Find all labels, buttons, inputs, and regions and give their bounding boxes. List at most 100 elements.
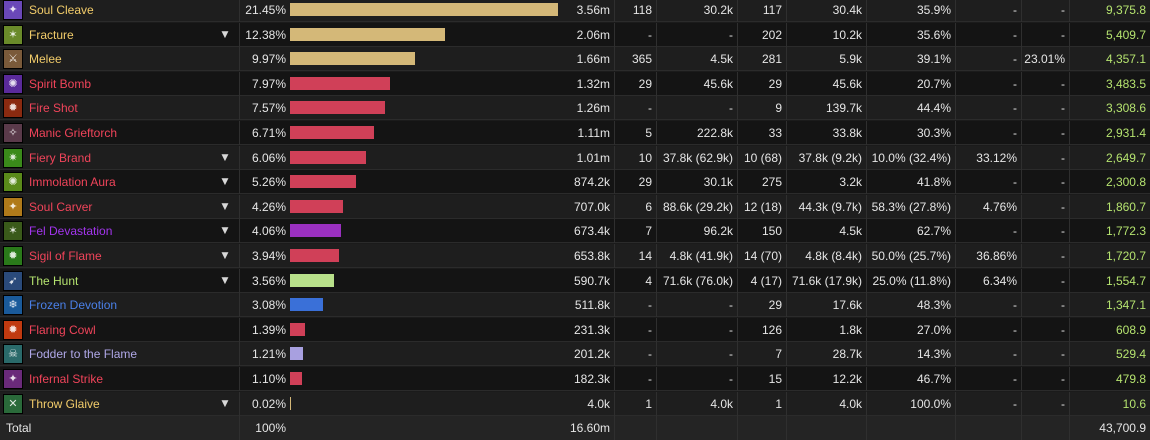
dps-cell: 1,772.3 [1105,224,1146,238]
ability-row[interactable]: ✕ Throw Glaive ▼ 0.02% 4.0k 1 4.0k 1 4.0k 100.0% -… [0,392,1150,416]
casts-cell: 14 [615,244,657,268]
ability-row[interactable]: ✦ Infernal Strike 1.10% 182.3k - -15 12.2k 46.7… [0,367,1150,391]
ability-name-cell[interactable]: ✺ Immolation Aura ▼ [0,170,240,194]
avg-cast-cell: 222.8k [657,121,738,145]
hits-cell: 117 [738,0,787,22]
ability-name[interactable]: Infernal Strike [29,372,104,386]
expand-chevron-icon[interactable]: ▼ [221,202,229,212]
ability-row[interactable]: ✹ Fire Shot 7.57% 1.26m - -9 139.7k 44.4% - -3,30… [0,96,1150,120]
expand-chevron-icon[interactable]: ▼ [221,226,229,236]
ability-row[interactable]: ⚔ Melee 9.97% 1.66m 365 4.5k 281 5.9k 39.1% -23.0… [0,47,1150,71]
ability-name[interactable]: Frozen Devotion [29,298,118,312]
ability-row[interactable]: ✦ Soul Carver ▼ 4.26% 707.0k 6 88.6k (29.2k) 12… [0,195,1150,219]
avg-cast-cell: - [657,342,738,366]
damage-bar [290,397,291,410]
ability-name[interactable]: Melee [29,52,62,66]
expand-chevron-icon[interactable]: ▼ [221,276,229,286]
damage-bar [290,175,356,188]
ability-name[interactable]: Soul Carver [29,200,93,214]
ability-name-cell[interactable]: ✹ Flaring Cowl [0,318,240,342]
ability-name[interactable]: Fiery Brand [29,151,92,165]
casts-cell: - [615,96,657,120]
ability-name[interactable]: Fire Shot [29,101,78,115]
expand-chevron-icon[interactable]: ▼ [221,153,229,163]
hits-cell: 202 [738,23,787,47]
damage-bar-cell: 1.01m [290,146,615,170]
casts-cell: 118 [615,0,657,22]
ability-name-cell[interactable]: ✦ Soul Carver ▼ [0,195,240,219]
casts-cell: 4 [615,269,657,293]
ability-name[interactable]: Throw Glaive [29,397,100,411]
ability-name-cell[interactable]: ✹ Sigil of Flame ▼ [0,244,240,268]
ability-name-cell[interactable]: ☠ Fodder to the Flame [0,342,240,366]
ability-row[interactable]: ✶ Fracture ▼ 12.38% 2.06m - -202 10.2k 35.6% - -5,… [0,23,1150,47]
damage-bar [290,101,385,114]
ability-name-cell[interactable]: ➹ The Hunt ▼ [0,269,240,293]
ability-name-cell[interactable]: ✦ Infernal Strike [0,367,240,391]
icon-glyph: ✺ [8,175,18,188]
ability-name-cell[interactable]: ✷ Fiery Brand ▼ [0,146,240,170]
icon-glyph: ✹ [8,249,18,262]
damage-bar [290,126,374,139]
total-amount: 16.60m [569,421,610,435]
ability-name-cell[interactable]: ✶ Fracture ▼ [0,23,240,47]
damage-amount: 1.01m [576,151,610,165]
ability-row[interactable]: ✹ Sigil of Flame ▼ 3.94% 653.8k 14 4.8k (41.9k… [0,244,1150,268]
ability-name[interactable]: Fel Devastation [29,224,113,238]
ability-row[interactable]: ✶ Fel Devastation ▼ 4.06% 673.4k 7 96.2k 150 4.5… [0,219,1150,243]
uptime-cell: - [956,72,1022,96]
ability-name-cell[interactable]: ⚔ Melee [0,47,240,71]
damage-amount: 201.2k [573,347,610,361]
casts-cell: 1 [615,392,657,416]
casts-cell: 365 [615,47,657,71]
expand-chevron-icon[interactable]: ▼ [221,30,229,40]
ability-row[interactable]: ✦ Soul Cleave 21.45% 3.56m 118 30.2k 117 30.4k 3… [0,0,1150,22]
crit-cell: 35.9% [867,0,956,22]
total-amount-cell: 16.60m [290,416,615,440]
damage-amount: 874.2k [573,175,610,189]
ability-row[interactable]: ✺ Spirit Bomb 7.97% 1.32m 29 45.6k 29 45.6k 20.7… [0,72,1150,96]
expand-chevron-icon[interactable]: ▼ [221,177,229,187]
damage-bar-cell: 1.32m [290,72,615,96]
damage-bar [290,28,445,41]
expand-chevron-icon[interactable]: ▼ [221,251,229,261]
damage-amount: 231.3k [573,323,610,337]
damage-bar-cell: 707.0k [290,195,615,219]
ability-name[interactable]: Flaring Cowl [29,323,96,337]
damage-bar [290,224,341,237]
dps-cell: 10.6 [1122,397,1146,411]
the-hunt-icon: ➹ [3,271,23,291]
ability-row[interactable]: ✺ Immolation Aura ▼ 5.26% 874.2k 29 30.1k 275 3.… [0,170,1150,194]
ability-name-cell[interactable]: ✕ Throw Glaive ▼ [0,392,240,416]
ability-row[interactable]: ✧ Manic Grieftorch 6.71% 1.11m 5 222.8k 33 33.8… [0,121,1150,145]
ability-name-cell[interactable]: ❄ Frozen Devotion [0,293,240,317]
ability-name-cell[interactable]: ✶ Fel Devastation ▼ [0,219,240,243]
ability-name-cell[interactable]: ✺ Spirit Bomb [0,72,240,96]
ability-name[interactable]: The Hunt [29,274,79,288]
crit-cell: 100.0% [867,392,956,416]
ability-name[interactable]: Fracture [29,28,74,42]
ability-row[interactable]: ☠ Fodder to the Flame 1.21% 201.2k - -7 28.7k 1… [0,342,1150,366]
ability-name-cell[interactable]: ✦ Soul Cleave [0,0,240,22]
ability-name[interactable]: Manic Grieftorch [29,126,118,140]
expand-chevron-icon[interactable]: ▼ [221,399,229,409]
crit-cell: 10.0% (32.4%) [867,146,956,170]
ability-row[interactable]: ❄ Frozen Devotion 3.08% 511.8k - -29 17.6k 48.3… [0,293,1150,317]
damage-bar-cell: 653.8k [290,244,615,268]
damage-percent: 6.06% [251,151,286,165]
ability-name[interactable]: Immolation Aura [29,175,116,189]
casts-cell: - [615,23,657,47]
ability-name[interactable]: Soul Cleave [29,3,94,17]
ability-name-cell[interactable]: ✹ Fire Shot [0,96,240,120]
ability-row[interactable]: ✹ Flaring Cowl 1.39% 231.3k - -126 1.8k 27.0% - -… [0,318,1150,342]
ability-name-cell[interactable]: ✧ Manic Grieftorch [0,121,240,145]
ability-name[interactable]: Fodder to the Flame [29,347,138,361]
ability-name[interactable]: Sigil of Flame [29,249,102,263]
ability-row[interactable]: ✷ Fiery Brand ▼ 6.06% 1.01m 10 37.8k (62.9k) 10… [0,146,1150,170]
ability-row[interactable]: ➹ The Hunt ▼ 3.56% 590.7k 4 71.6k (76.0k) 4 (17… [0,269,1150,293]
ability-name[interactable]: Spirit Bomb [29,77,92,91]
damage-bar [290,200,343,213]
damage-amount: 1.32m [576,77,610,91]
crit-cell: 35.6% [867,23,956,47]
damage-bar-cell: 1.11m [290,121,615,145]
